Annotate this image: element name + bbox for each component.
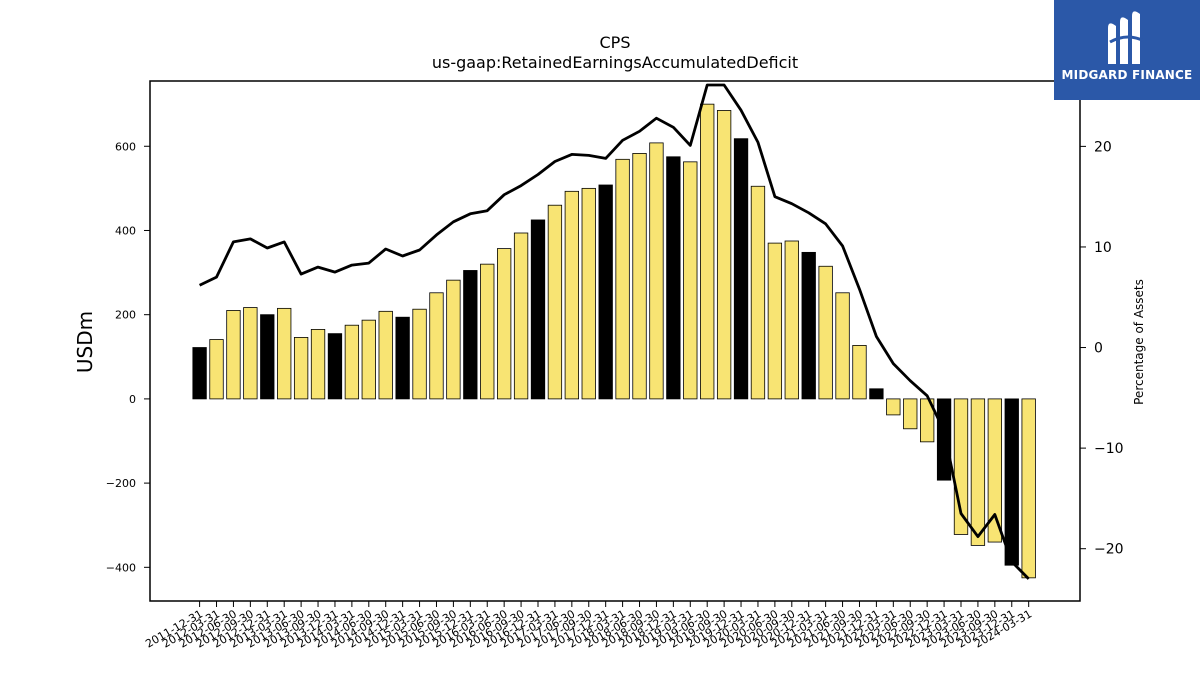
chart-title: CPS	[600, 33, 631, 52]
bar	[192, 347, 207, 400]
bar	[260, 314, 275, 400]
bar	[361, 319, 376, 400]
bar	[327, 333, 343, 400]
bar	[666, 156, 681, 400]
bar	[530, 219, 546, 400]
bar	[480, 263, 495, 400]
bar	[615, 158, 630, 400]
bar	[344, 324, 360, 400]
bar	[463, 270, 478, 400]
bar	[412, 308, 427, 400]
bar	[598, 184, 613, 400]
bar	[378, 310, 393, 400]
bar	[716, 110, 732, 400]
line-series	[198, 83, 1030, 580]
bar	[564, 190, 579, 400]
y-axis-label: USDm	[73, 311, 97, 373]
y-tick-label: 400	[115, 224, 136, 237]
bar	[869, 388, 884, 400]
bar	[277, 307, 292, 400]
y2-tick-label: −20	[1094, 542, 1124, 558]
bar	[700, 103, 715, 400]
bar	[767, 242, 783, 400]
bar	[547, 204, 563, 400]
bar	[446, 279, 461, 400]
bar	[1004, 398, 1019, 566]
bar	[243, 307, 258, 400]
y-tick-label: 0	[129, 393, 136, 406]
bar	[209, 339, 224, 400]
y-axis-right: −20 −10 0 10 20	[1080, 139, 1124, 558]
bar	[581, 187, 596, 400]
y-tick-label: −200	[106, 477, 136, 490]
bar	[987, 398, 1002, 543]
bar	[835, 292, 850, 400]
bar-series	[192, 103, 1036, 579]
logo-mark-icon	[1108, 11, 1147, 64]
bar	[632, 153, 647, 400]
brand-logo: MIDGARD FINANCE	[1054, 0, 1200, 100]
bar	[903, 398, 918, 430]
bar	[649, 142, 664, 400]
plot-frame	[149, 80, 1081, 602]
bar	[395, 316, 410, 400]
bar	[733, 138, 749, 400]
bar	[936, 398, 952, 481]
y2-tick-label: 0	[1094, 341, 1103, 357]
chart-subtitle: us-gaap:RetainedEarningsAccumulatedDefic…	[432, 53, 798, 72]
bar	[750, 185, 766, 400]
bar	[310, 329, 326, 400]
y2-tick-label: −10	[1094, 441, 1124, 457]
y2-tick-label: 20	[1094, 139, 1112, 155]
y-tick-label: 600	[115, 140, 136, 153]
y2-axis-label: Percentage of Assets	[1132, 279, 1146, 405]
x-axis: 2011-12-312012-03-312012-06-302012-09-30…	[143, 601, 1034, 651]
pct-assets-line	[198, 83, 1030, 580]
bar	[513, 232, 529, 400]
bar	[818, 265, 833, 400]
bar	[683, 161, 698, 400]
bar	[970, 398, 986, 546]
bar	[429, 292, 444, 400]
y-tick-label: −400	[106, 561, 136, 574]
bar	[801, 251, 816, 400]
bar	[1021, 398, 1036, 579]
y2-tick-label: 10	[1094, 240, 1112, 256]
bar	[293, 337, 309, 400]
bar	[226, 310, 241, 400]
brand-name: MIDGARD FINANCE	[1061, 68, 1193, 82]
y-axis-left: −400 −200 0 200 400 600	[106, 140, 150, 574]
y-tick-label: 200	[115, 309, 136, 322]
bar	[852, 345, 867, 400]
bar	[784, 240, 799, 400]
bar	[497, 248, 512, 400]
bar	[886, 398, 901, 416]
